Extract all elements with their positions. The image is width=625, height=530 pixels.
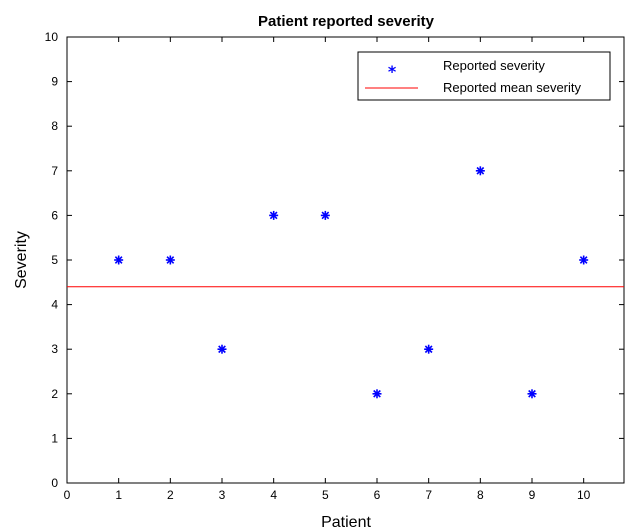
data-point — [475, 166, 485, 176]
plot-area — [66, 36, 625, 484]
y-tick-label: 6 — [51, 208, 58, 222]
data-marks — [67, 166, 624, 399]
x-tick-label: 3 — [219, 488, 226, 502]
legend-label-severity: Reported severity — [443, 58, 545, 73]
data-point — [320, 210, 330, 220]
y-tick-label: 3 — [51, 342, 58, 356]
y-axis-label: Severity — [13, 231, 30, 289]
y-tick-label: 10 — [45, 30, 59, 44]
x-tick-label: 1 — [115, 488, 122, 502]
y-tick-label: 1 — [51, 431, 58, 445]
axis-ticks: 0 1 2 3 4 5 6 7 8 9 10 0 1 2 3 4 5 6 7 8 9 10 — [45, 30, 624, 502]
x-tick-label: 5 — [322, 488, 329, 502]
legend-marker-severity-icon: * — [388, 62, 397, 81]
chart-title: Patient reported severity — [258, 13, 435, 30]
x-tick-label: 4 — [270, 488, 277, 502]
y-tick-label: 7 — [51, 164, 58, 178]
data-point — [579, 255, 589, 265]
x-tick-label: 7 — [425, 488, 432, 502]
x-tick-label: 8 — [477, 488, 484, 502]
y-tick-label: 0 — [51, 476, 58, 490]
y-tick-label: 5 — [51, 253, 58, 267]
y-tick-label: 9 — [51, 75, 58, 89]
x-tick-label: 10 — [577, 488, 591, 502]
data-point — [114, 255, 124, 265]
x-tick-label: 0 — [64, 488, 71, 502]
data-point — [269, 210, 279, 220]
legend: * Reported severity Reported mean severi… — [357, 51, 611, 101]
data-point — [217, 344, 227, 354]
x-tick-label: 2 — [167, 488, 174, 502]
x-tick-label: 6 — [374, 488, 381, 502]
data-point — [527, 389, 537, 399]
legend-label-mean: Reported mean severity — [443, 80, 582, 95]
y-tick-label: 4 — [51, 298, 58, 312]
y-tick-label: 2 — [51, 387, 58, 401]
legend-box — [357, 51, 611, 101]
x-axis-label: Patient — [321, 514, 371, 530]
data-point — [424, 344, 434, 354]
data-point — [372, 389, 382, 399]
y-tick-label: 8 — [51, 119, 58, 133]
x-tick-label: 9 — [529, 488, 536, 502]
data-point — [165, 255, 175, 265]
